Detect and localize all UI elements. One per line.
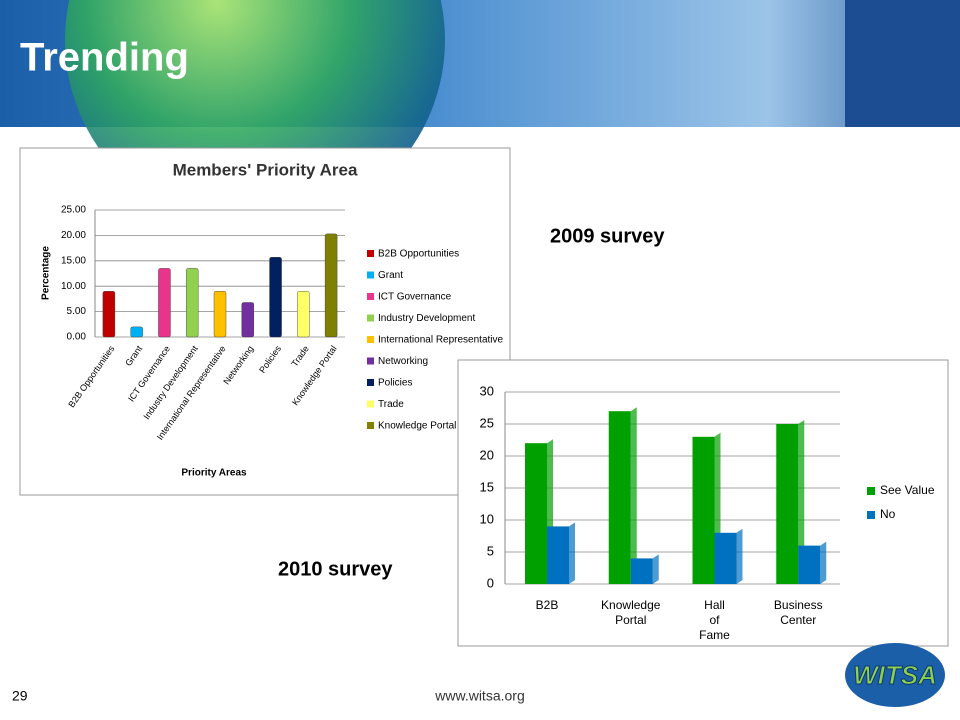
bar-side	[652, 554, 659, 584]
legend-swatch	[367, 314, 374, 322]
y-tick-label: 5	[487, 543, 494, 558]
y-tick-label: 10.00	[61, 281, 86, 292]
legend-swatch	[867, 511, 875, 519]
slide-title: Trending	[20, 36, 189, 80]
legend-label: Grant	[378, 270, 403, 281]
bar	[798, 545, 821, 584]
y-tick-label: 0	[487, 575, 494, 590]
bar	[324, 233, 338, 338]
y-tick-label: 20.00	[61, 230, 86, 241]
y-axis-label: Percentage	[41, 246, 52, 300]
bar-side	[820, 541, 827, 584]
chart-frame	[19, 147, 511, 496]
x-tick-label: B2B	[536, 598, 559, 612]
x-tick-label: Hall of Fame	[699, 598, 730, 642]
legend-swatch	[367, 271, 374, 279]
bar	[714, 532, 737, 584]
y-tick-label: 15.00	[61, 255, 86, 266]
bar	[186, 268, 199, 338]
legend-label: International Representative	[378, 335, 504, 346]
y-tick-label: 25.00	[61, 205, 86, 216]
legend-label: Industry Development	[378, 313, 475, 324]
legend-swatch	[367, 293, 374, 300]
header-block	[845, 0, 960, 127]
y-tick-label: 15	[480, 479, 494, 494]
legend-swatch	[367, 400, 374, 408]
bar	[692, 436, 715, 584]
bar-side	[630, 407, 637, 584]
y-tick-label: 10	[480, 511, 494, 526]
bar	[213, 291, 227, 338]
logo-text: WITSA	[853, 660, 937, 690]
bar	[297, 291, 310, 338]
legend-swatch	[367, 250, 374, 257]
bar	[776, 424, 799, 584]
bar-side	[798, 420, 805, 584]
legend-label: No	[880, 507, 896, 521]
y-tick-label: 0.00	[67, 332, 87, 343]
legend-label: Networking	[378, 356, 428, 367]
legend-label: Knowledge Portal	[378, 421, 456, 432]
bar-side	[569, 522, 575, 584]
bar	[525, 443, 547, 584]
bar	[130, 326, 143, 338]
legend-swatch	[367, 336, 374, 343]
bar	[630, 558, 653, 584]
page-number: 29	[12, 688, 28, 704]
x-axis-label: Priority Areas	[181, 468, 247, 479]
legend-label: B2B Opportunities	[378, 249, 459, 260]
bar	[241, 302, 254, 338]
survey-label: 2009 survey	[550, 225, 665, 247]
legend-swatch	[367, 379, 374, 386]
bar	[102, 291, 116, 338]
bar	[608, 411, 631, 584]
legend-label: ICT Governance	[378, 292, 452, 303]
legend-label: See Value	[880, 483, 935, 497]
logo-badge	[845, 643, 945, 707]
legend-swatch	[867, 487, 875, 495]
bar	[158, 268, 171, 338]
legend-label: Trade	[378, 399, 404, 410]
x-tick-label: Business Center	[774, 598, 823, 627]
bar	[269, 257, 282, 338]
footer-url: www.witsa.org	[434, 688, 524, 704]
legend-swatch	[367, 357, 374, 365]
bar	[547, 526, 569, 584]
y-tick-label: 5.00	[67, 306, 87, 317]
bar-side	[736, 528, 743, 584]
y-tick-label: 25	[480, 415, 494, 430]
chart-2: 0 5 10 15 20 25 30 B2B Knowledge Portal Hall of Fame…	[480, 383, 935, 642]
y-tick-label: 30	[480, 383, 494, 398]
logo: WITSA	[845, 643, 945, 707]
chart-title: Members' Priority Area	[173, 160, 358, 179]
legend-label: Policies	[378, 378, 412, 389]
x-tick-label: Knowledge Portal	[601, 598, 661, 627]
y-tick-label: 20	[480, 447, 494, 462]
survey-label: 2010 survey	[278, 558, 393, 580]
legend-swatch	[367, 422, 374, 429]
